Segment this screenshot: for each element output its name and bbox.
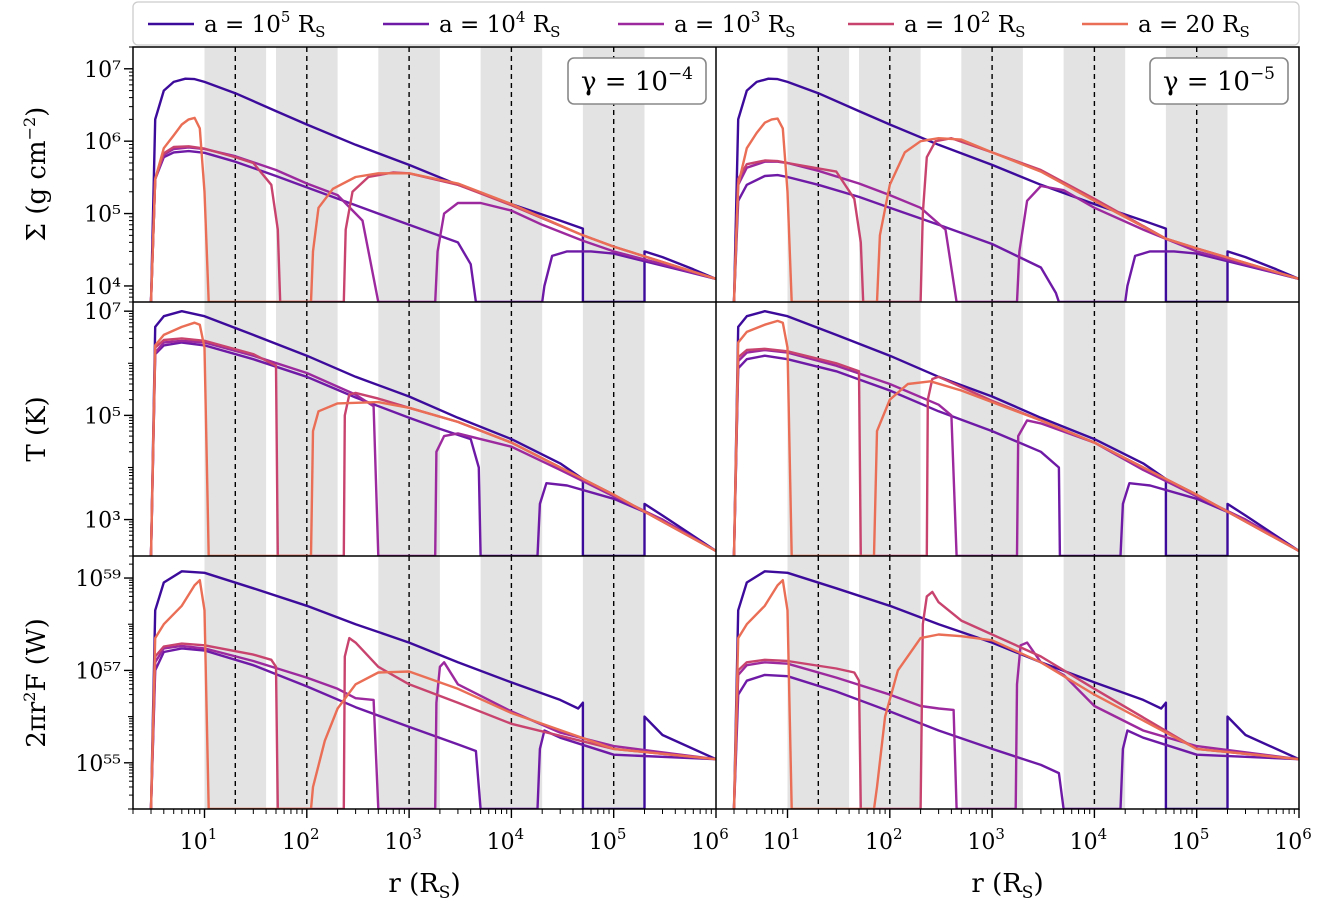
x-axis-title: r (RS) — [388, 869, 460, 903]
x-tick-label: 102 — [865, 825, 903, 855]
series-line — [732, 310, 1299, 556]
x-tick-label: 103 — [967, 825, 1005, 855]
panel-sigma-gamma-1e-5 — [732, 47, 1299, 302]
y-axis-title-flux: 2πr2F (W) — [20, 618, 52, 748]
panel-temp-gamma-1e-5 — [732, 302, 1299, 556]
series-line — [149, 579, 716, 809]
y-axis-temp-gamma-1e-4: 10³ 10⁵ 10⁷ — [84, 300, 133, 557]
series-line — [149, 570, 716, 809]
panel-flux-gamma-1e-4 — [149, 556, 716, 809]
series-line — [732, 641, 1299, 809]
panel-flux-gamma-1e-5 — [732, 556, 1299, 809]
legend-label: a = 105 RS — [204, 8, 325, 41]
y-tick-label: 10⁵ — [84, 404, 121, 429]
x-tick-label: 101 — [763, 825, 801, 855]
y-axis-sigma-gamma-1e-4: 10⁴ 10⁵ 10⁶ 10⁷ — [84, 46, 133, 303]
series-line — [149, 116, 716, 302]
legend-entry: a = 103 RS — [618, 8, 795, 41]
y-tick-label: 10⁵ — [84, 203, 121, 228]
series-line — [732, 173, 1299, 302]
x-tick-label: 102 — [282, 825, 320, 855]
series-line — [149, 310, 716, 556]
annotation-box — [1149, 57, 1289, 105]
series-line — [732, 117, 1299, 302]
y-axis-title-temp: T (K) — [22, 396, 52, 461]
series-line — [732, 77, 1299, 302]
gamma-label: γ = 10−5 — [1163, 64, 1275, 97]
y-tick-label: 10⁵⁵ — [75, 752, 121, 777]
series-line — [149, 636, 716, 809]
y-axis-title-sigma: Σ (g cm−2) — [20, 107, 52, 242]
legend-box — [132, 1, 1300, 46]
annotation-box — [567, 57, 707, 105]
panel-temp-gamma-1e-4 — [149, 302, 716, 556]
legend-entry: a = 104 RS — [383, 8, 560, 41]
y-tick-label: 10⁷ — [84, 300, 121, 325]
x-tick-label: 104 — [487, 825, 525, 855]
legend-entry: a = 102 RS — [848, 8, 1025, 41]
x-axis-col-0: 101 102 103 104 105 106 r (RS) — [132, 809, 729, 903]
gamma-label: γ = 10−4 — [581, 64, 693, 97]
series-line — [149, 644, 716, 809]
series-line — [732, 319, 1299, 556]
x-tick-label: 103 — [384, 825, 422, 855]
y-tick-label: 10⁴ — [84, 275, 121, 300]
x-axis-col-1: 101 102 103 104 105 106 r (RS) — [715, 809, 1312, 903]
y-tick-label: 10⁵⁹ — [75, 567, 121, 592]
y-tick-label: 10⁷ — [84, 58, 121, 83]
series-line — [149, 339, 716, 556]
x-tick-label: 106 — [1274, 825, 1312, 855]
series-line — [149, 321, 716, 556]
y-axis-flux-gamma-1e-4: 10⁵⁵ 10⁵⁷ 10⁵⁹ — [75, 555, 133, 810]
y-tick-label: 10⁶ — [84, 130, 121, 155]
y-tick-label: 10³ — [84, 509, 121, 534]
series-line — [732, 590, 1299, 809]
legend-entry: a = 105 RS — [148, 8, 325, 41]
x-tick-label: 105 — [1172, 825, 1210, 855]
y-tick-label: 10⁵⁷ — [75, 659, 121, 684]
x-axis-title: r (RS) — [971, 869, 1043, 903]
x-tick-label: 104 — [1070, 825, 1108, 855]
legend-label: a = 102 RS — [904, 8, 1025, 41]
x-tick-label: 106 — [691, 825, 729, 855]
series-line — [732, 354, 1299, 556]
legend-label: a = 104 RS — [439, 8, 560, 41]
series-line — [149, 149, 716, 302]
legend-label: a = 20 RS — [1138, 12, 1250, 41]
panel-sigma-gamma-1e-4 — [149, 47, 716, 302]
series-line — [149, 146, 716, 302]
series-line — [732, 579, 1299, 809]
series-line — [732, 137, 1299, 302]
legend-label: a = 103 RS — [674, 8, 795, 41]
gamma-annotation-right: γ = 10−5 — [1149, 57, 1289, 105]
x-tick-label: 105 — [589, 825, 627, 855]
x-tick-label: 101 — [180, 825, 218, 855]
gamma-annotation-left: γ = 10−4 — [567, 57, 707, 105]
series-line — [149, 77, 716, 302]
legend-entry: a = 20 RS — [1082, 12, 1250, 41]
legend: a = 105 RS a = 104 RS a = 103 RS a = 102 RS… — [132, 1, 1300, 46]
